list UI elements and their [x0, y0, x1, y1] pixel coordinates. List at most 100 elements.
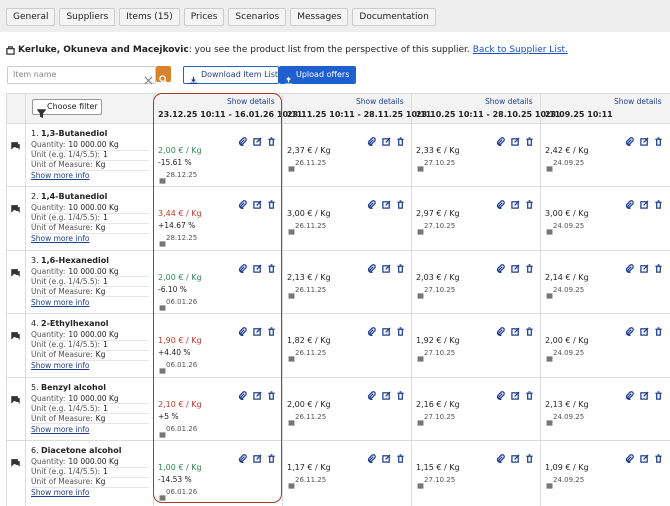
tab[interactable]: Messages — [290, 8, 349, 26]
delete-icon[interactable] — [396, 258, 405, 273]
edit-icon[interactable] — [382, 321, 391, 336]
message-icon[interactable] — [11, 389, 20, 404]
calendar-icon[interactable] — [159, 237, 166, 248]
search-input[interactable]: Item name — [7, 66, 156, 85]
attach-icon[interactable] — [496, 194, 505, 210]
attach-icon[interactable] — [625, 131, 634, 146]
supplier-icon[interactable] — [6, 46, 15, 55]
edit-icon[interactable] — [253, 448, 262, 463]
attach-icon[interactable] — [496, 321, 505, 337]
delete-icon[interactable] — [525, 321, 534, 336]
back-link[interactable]: Back to Supplier List. — [472, 45, 568, 55]
edit-icon[interactable] — [382, 448, 391, 463]
calendar-icon[interactable] — [288, 415, 295, 426]
calendar-icon[interactable] — [159, 300, 166, 311]
attach-icon[interactable] — [238, 448, 247, 463]
show-more-link[interactable]: Show more info — [31, 297, 90, 307]
delete-icon[interactable] — [267, 321, 276, 336]
edit-icon[interactable] — [640, 258, 649, 273]
attach-icon[interactable] — [367, 385, 376, 400]
delete-icon[interactable] — [525, 194, 534, 210]
message-icon[interactable] — [11, 262, 20, 277]
tab[interactable]: Prices — [183, 8, 225, 26]
show-details[interactable]: Show details — [356, 97, 404, 106]
edit-icon[interactable] — [640, 131, 649, 146]
message-icon[interactable] — [11, 135, 20, 150]
delete-icon[interactable] — [654, 194, 663, 210]
upload-icon[interactable] — [284, 70, 293, 85]
calendar-icon[interactable] — [159, 364, 166, 374]
edit-icon[interactable] — [640, 194, 649, 210]
delete-icon[interactable] — [654, 258, 663, 273]
delete-icon[interactable] — [525, 448, 534, 463]
attach-icon[interactable] — [238, 258, 247, 273]
calendar-icon[interactable] — [546, 478, 553, 489]
delete-icon[interactable] — [267, 131, 276, 146]
attach-icon[interactable] — [367, 448, 376, 463]
edit-icon[interactable] — [382, 258, 391, 273]
clear-search[interactable] — [144, 70, 153, 85]
attach-icon[interactable] — [496, 385, 505, 400]
calendar-icon[interactable] — [546, 288, 553, 299]
delete-icon[interactable] — [396, 194, 405, 210]
calendar-icon[interactable] — [417, 161, 424, 172]
delete-icon[interactable] — [267, 194, 276, 210]
calendar-icon[interactable] — [288, 225, 295, 236]
delete-icon[interactable] — [396, 385, 405, 400]
upload-button[interactable]: Upload offers — [279, 66, 356, 85]
tab[interactable]: Suppliers — [59, 8, 116, 26]
search-button[interactable] — [156, 66, 171, 84]
calendar-icon[interactable] — [417, 352, 424, 362]
edit-icon[interactable] — [640, 385, 649, 400]
calendar-icon[interactable] — [159, 427, 166, 438]
attach-icon[interactable] — [238, 194, 247, 210]
edit-icon[interactable] — [253, 258, 262, 273]
show-details[interactable]: Show details — [227, 97, 275, 106]
edit-icon[interactable] — [511, 131, 520, 146]
delete-icon[interactable] — [654, 385, 663, 400]
attach-icon[interactable] — [367, 131, 376, 146]
edit-icon[interactable] — [253, 131, 262, 146]
message-icon[interactable] — [11, 452, 20, 467]
show-more-link[interactable]: Show more info — [31, 171, 90, 180]
edit-icon[interactable] — [511, 385, 520, 400]
attach-icon[interactable] — [496, 131, 505, 146]
calendar-icon[interactable] — [546, 352, 553, 362]
edit-icon[interactable] — [253, 194, 262, 210]
delete-icon[interactable] — [654, 131, 663, 146]
delete-icon[interactable] — [654, 321, 663, 336]
show-details[interactable]: Show details — [614, 97, 662, 106]
filter-icon[interactable] — [36, 103, 47, 119]
filter-button[interactable]: Choose filter — [32, 99, 102, 119]
calendar-icon[interactable] — [288, 478, 295, 489]
calendar-icon[interactable] — [546, 415, 553, 426]
delete-icon[interactable] — [525, 385, 534, 400]
attach-icon[interactable] — [367, 194, 376, 210]
edit-icon[interactable] — [511, 258, 520, 273]
delete-icon[interactable] — [396, 448, 405, 463]
attach-icon[interactable] — [496, 448, 505, 463]
tab[interactable]: General — [6, 8, 56, 26]
edit-icon[interactable] — [640, 448, 649, 463]
delete-icon[interactable] — [654, 448, 663, 463]
delete-icon[interactable] — [525, 131, 534, 146]
download-icon[interactable] — [189, 70, 198, 84]
attach-icon[interactable] — [625, 321, 634, 337]
delete-icon[interactable] — [525, 258, 534, 273]
delete-icon[interactable] — [396, 131, 405, 146]
attach-icon[interactable] — [367, 258, 376, 273]
calendar-icon[interactable] — [288, 352, 295, 362]
edit-icon[interactable] — [253, 385, 262, 400]
delete-icon[interactable] — [267, 448, 276, 463]
delete-icon[interactable] — [396, 321, 405, 336]
calendar-icon[interactable] — [288, 288, 295, 299]
show-more-link[interactable]: Show more info — [31, 488, 90, 497]
edit-icon[interactable] — [382, 194, 391, 210]
search-icon[interactable] — [159, 69, 168, 84]
attach-icon[interactable] — [625, 194, 634, 210]
edit-icon[interactable] — [640, 321, 649, 336]
attach-icon[interactable] — [496, 258, 505, 273]
calendar-icon[interactable] — [417, 478, 424, 489]
attach-icon[interactable] — [625, 385, 634, 400]
show-more-link[interactable]: Show more info — [31, 361, 90, 371]
